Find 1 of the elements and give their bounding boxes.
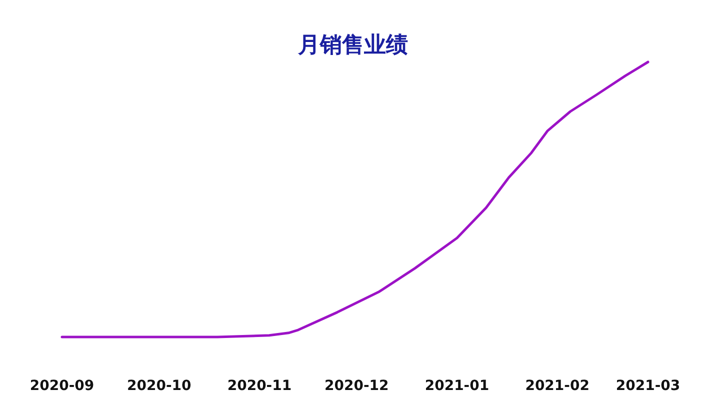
title: 月销售业绩 xyxy=(298,33,408,58)
